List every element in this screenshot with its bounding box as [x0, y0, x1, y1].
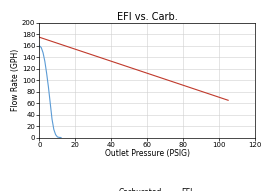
Carbureted: [56, 136, 59, 138]
Carbureted: [42, 52, 45, 54]
Carbureted: [50, 118, 54, 120]
Carbureted: [47, 86, 50, 88]
Line: Carbureted: Carbureted: [39, 46, 61, 138]
Carbureted: [40, 46, 43, 49]
Carbureted: [58, 136, 61, 138]
Legend: Carbureted, EFI: Carbureted, EFI: [99, 185, 195, 191]
Carbureted: [38, 45, 41, 47]
Carbureted: [49, 102, 52, 104]
Title: EFI vs. Carb.: EFI vs. Carb.: [117, 12, 178, 22]
Carbureted: [43, 60, 46, 62]
Carbureted: [54, 134, 57, 136]
X-axis label: Outlet Pressure (PSIG): Outlet Pressure (PSIG): [105, 149, 190, 158]
Carbureted: [59, 136, 63, 139]
Y-axis label: Flow Rate (GPH): Flow Rate (GPH): [11, 49, 21, 111]
Carbureted: [52, 128, 55, 131]
Carbureted: [45, 72, 48, 74]
